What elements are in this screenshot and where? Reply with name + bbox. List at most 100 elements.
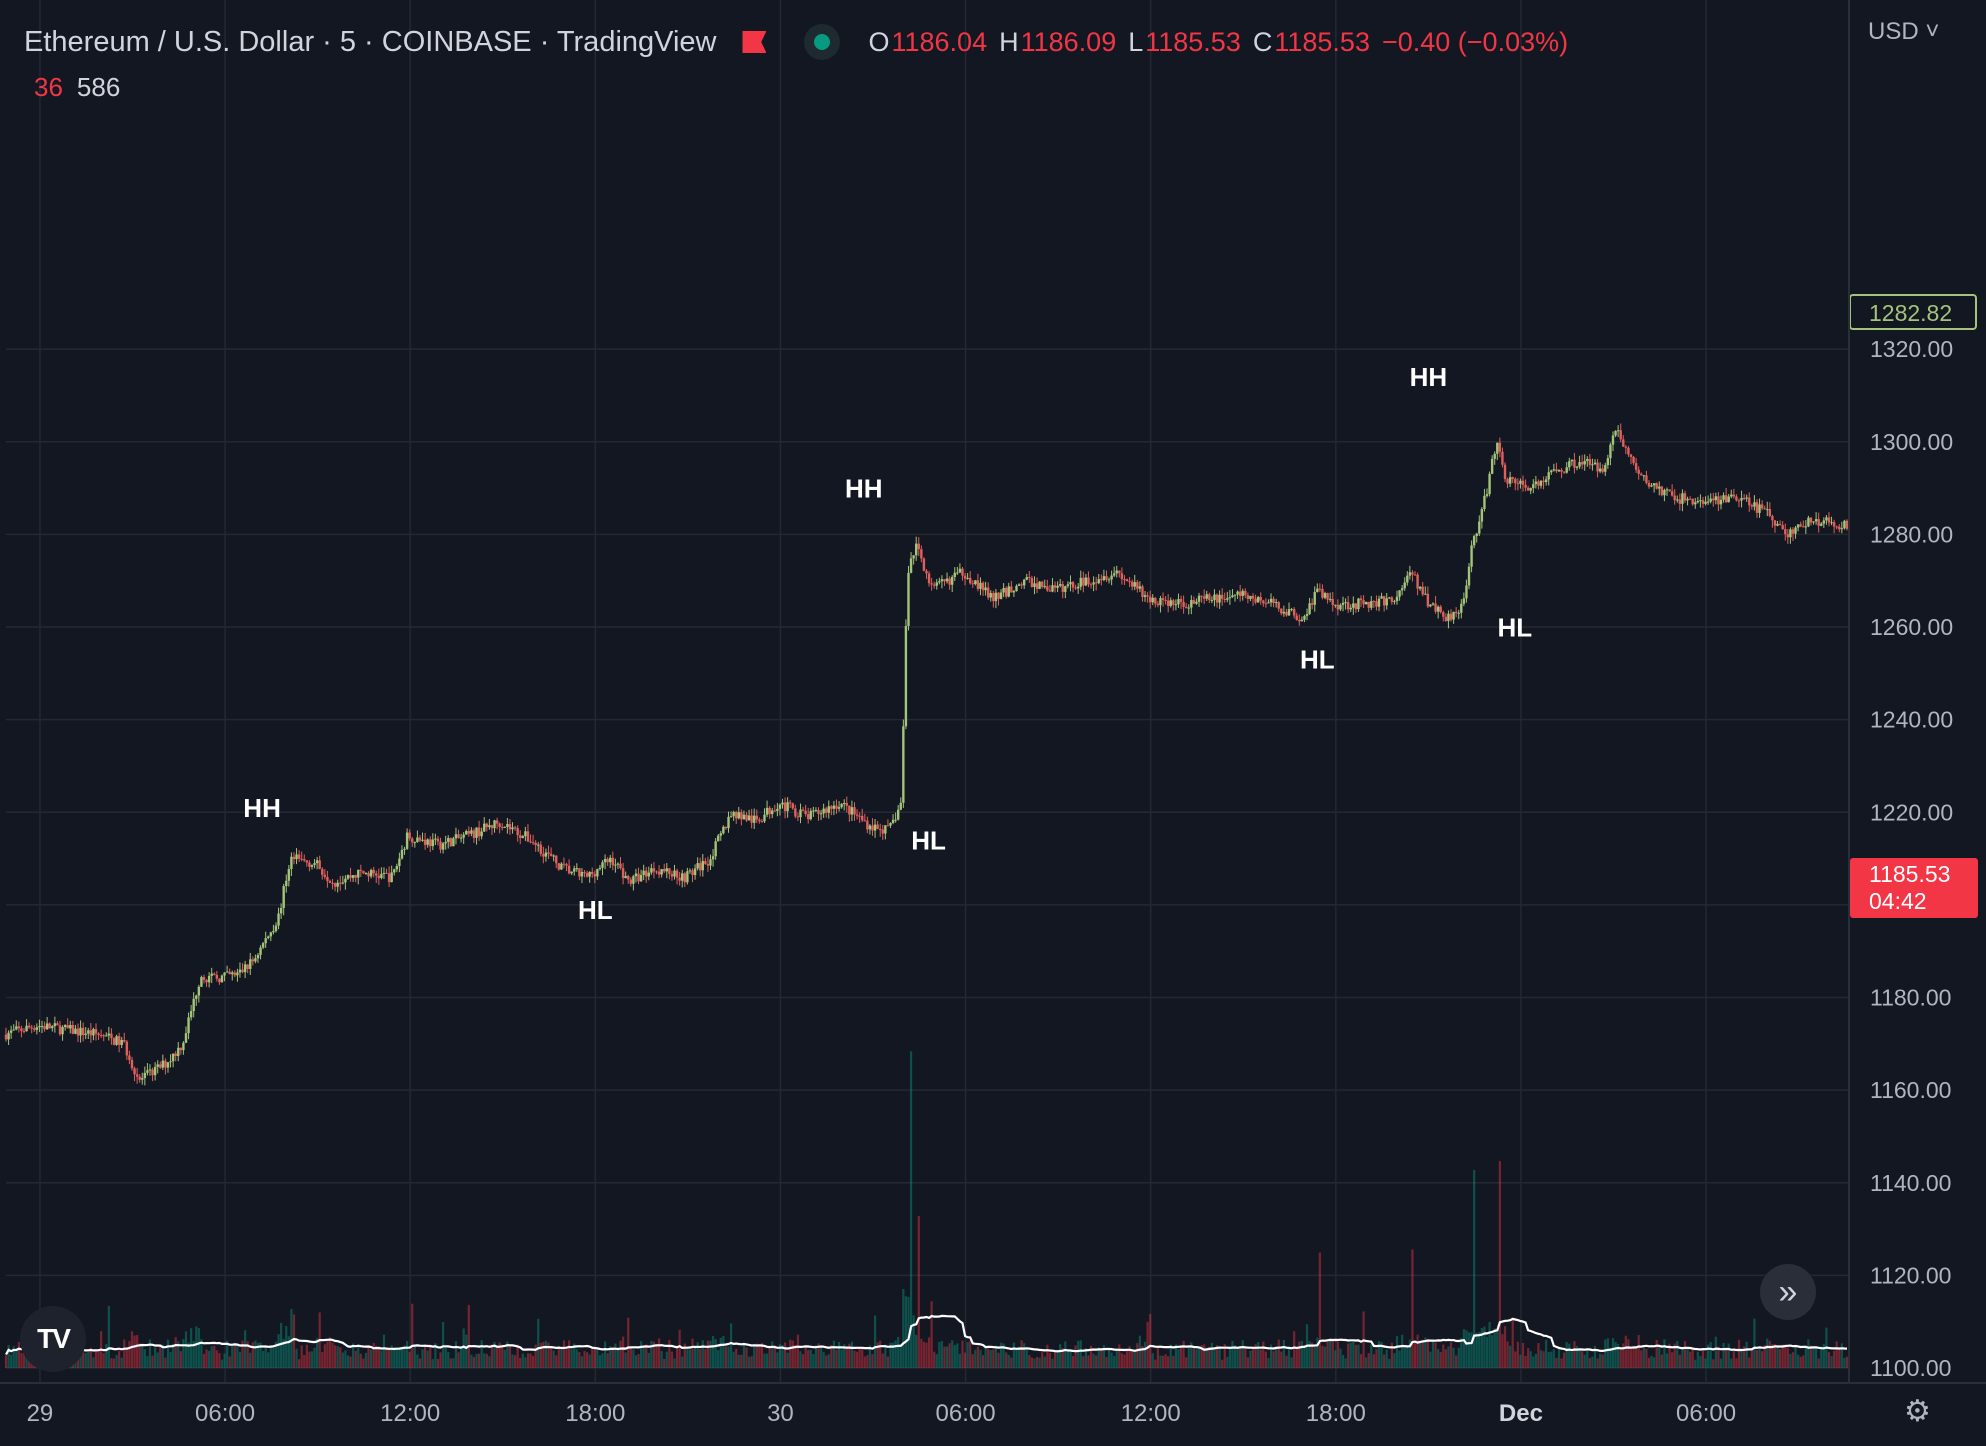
candle-body bbox=[380, 873, 383, 879]
volume-bar bbox=[1820, 1346, 1823, 1368]
candle-body bbox=[1133, 582, 1136, 587]
volume-bar bbox=[989, 1350, 992, 1368]
market-status[interactable] bbox=[804, 24, 841, 60]
volume-bar bbox=[249, 1352, 252, 1368]
close-label: C bbox=[1252, 26, 1273, 57]
volume-bar bbox=[1233, 1345, 1237, 1368]
candle-body bbox=[1490, 458, 1494, 474]
volume-bar bbox=[881, 1353, 884, 1368]
candle-body bbox=[1776, 523, 1779, 526]
candle-body bbox=[76, 1028, 80, 1036]
volume-bar bbox=[267, 1352, 270, 1368]
candle-body bbox=[1357, 598, 1360, 610]
volume-bar bbox=[1030, 1357, 1034, 1368]
volume-bar bbox=[1259, 1349, 1262, 1368]
candle-body bbox=[1740, 497, 1743, 501]
volume-bar bbox=[1406, 1347, 1409, 1368]
volume-bar bbox=[1079, 1340, 1082, 1368]
candle-body bbox=[490, 825, 494, 829]
time-tick-label: 12:00 bbox=[380, 1400, 440, 1427]
candle-body bbox=[1344, 602, 1347, 604]
time-axis[interactable]: 29 06:00 12:00 18:00 30 06:00 12:00 18:00 Dec 06:… bbox=[27, 1400, 1737, 1427]
volume-bar bbox=[462, 1328, 465, 1368]
volume-bar bbox=[1254, 1344, 1257, 1368]
volume-bar bbox=[699, 1349, 702, 1368]
tradingview-logo-icon[interactable]: TV bbox=[20, 1306, 86, 1372]
candle-body bbox=[1125, 579, 1129, 582]
volume-bar bbox=[706, 1340, 710, 1368]
volume-bar bbox=[1092, 1353, 1095, 1368]
candle-body bbox=[1408, 572, 1412, 576]
candle-body bbox=[1755, 502, 1759, 513]
candle-body bbox=[326, 876, 329, 881]
volume-bar bbox=[485, 1353, 488, 1368]
volume-bar bbox=[280, 1322, 283, 1368]
candle-body bbox=[1706, 501, 1710, 503]
volume-bar bbox=[349, 1356, 352, 1368]
volume-bar bbox=[1226, 1356, 1229, 1368]
volume-bar bbox=[470, 1354, 473, 1368]
volume-bar bbox=[1455, 1355, 1458, 1368]
candle-body bbox=[102, 1035, 105, 1037]
candle-body bbox=[575, 868, 579, 870]
volume-bar bbox=[1107, 1349, 1111, 1368]
volume-bar bbox=[1370, 1344, 1373, 1368]
candle-body bbox=[825, 808, 828, 813]
candle-body bbox=[233, 972, 237, 976]
volume-bar bbox=[578, 1352, 581, 1368]
candle-body bbox=[1249, 595, 1252, 599]
flag-icon[interactable] bbox=[742, 31, 767, 53]
volume-bar bbox=[758, 1346, 761, 1368]
volume-bar bbox=[848, 1343, 851, 1368]
volume-bar bbox=[735, 1348, 738, 1368]
candle-body bbox=[1413, 574, 1417, 576]
volume-bar bbox=[765, 1353, 769, 1368]
candle-body bbox=[174, 1053, 177, 1056]
candle-body bbox=[1033, 583, 1036, 587]
candle-body bbox=[1640, 473, 1643, 476]
candle-body bbox=[1087, 577, 1090, 585]
candle-body bbox=[1195, 601, 1198, 604]
candle-body bbox=[843, 802, 846, 804]
volume-bar bbox=[1349, 1342, 1352, 1368]
candle-body bbox=[1539, 480, 1543, 486]
candle-body bbox=[1007, 586, 1010, 597]
volume-bar bbox=[1781, 1344, 1784, 1368]
candle-body bbox=[1192, 600, 1196, 604]
volume-bar bbox=[359, 1353, 362, 1368]
volume-bar bbox=[953, 1344, 956, 1368]
volume-bar bbox=[1745, 1341, 1748, 1368]
currency-selector[interactable]: USD ˅ bbox=[1868, 18, 1939, 46]
candle-body bbox=[853, 807, 856, 815]
volume-bar bbox=[370, 1349, 373, 1368]
candle-body bbox=[868, 825, 872, 830]
double-chevron-right-icon[interactable]: » bbox=[1760, 1264, 1816, 1320]
gear-icon[interactable]: ⚙ bbox=[1904, 1395, 1931, 1428]
candle-body bbox=[246, 964, 249, 969]
candle-body bbox=[603, 858, 607, 863]
volume-bar bbox=[390, 1345, 393, 1368]
candle-body bbox=[187, 1017, 190, 1034]
status-dot-icon bbox=[814, 34, 831, 50]
volume-bar bbox=[1519, 1354, 1522, 1368]
candle-body bbox=[1683, 493, 1687, 501]
candle-body bbox=[704, 860, 707, 865]
volume-bar bbox=[992, 1349, 995, 1368]
candle-body bbox=[1557, 470, 1561, 472]
candle-body bbox=[71, 1025, 75, 1034]
candle-body bbox=[1586, 459, 1589, 462]
candle-body bbox=[591, 871, 594, 874]
volume-bar bbox=[264, 1345, 267, 1368]
candle-body bbox=[1825, 517, 1828, 521]
volume-bar bbox=[1740, 1348, 1743, 1368]
volume-bar bbox=[1401, 1334, 1404, 1368]
symbol-title[interactable]: Ethereum / U.S. Dollar · 5 · COINBASE · … bbox=[24, 25, 717, 58]
volume-bar bbox=[1341, 1354, 1345, 1368]
volume-bar bbox=[912, 1315, 915, 1368]
volume-bar bbox=[246, 1341, 249, 1368]
volume-bar bbox=[668, 1340, 671, 1368]
volume-bar bbox=[1802, 1355, 1805, 1368]
candle-body bbox=[462, 834, 465, 838]
volume-bar bbox=[321, 1351, 324, 1368]
